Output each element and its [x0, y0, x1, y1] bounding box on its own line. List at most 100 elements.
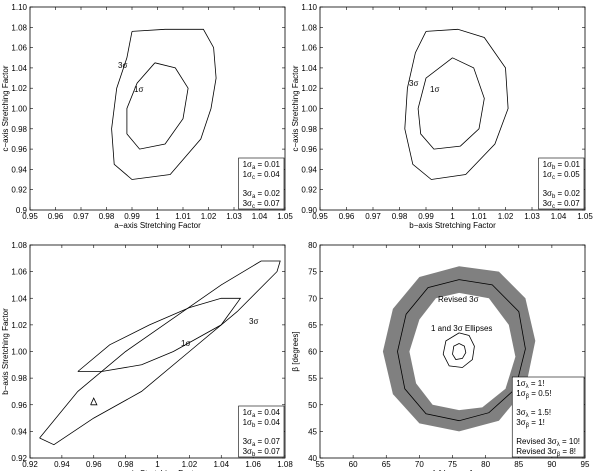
- annotation-line: Revised 3σλ = 10!: [516, 437, 580, 448]
- annotation-symbol: 1σ: [516, 389, 525, 398]
- contour-line: [90, 397, 98, 406]
- x-tick-label: 1.02: [182, 460, 198, 469]
- annotation-text: = 0.02: [255, 189, 280, 198]
- x-tick-label: 65: [382, 460, 391, 469]
- annotation-symbol: 3σ: [243, 437, 252, 446]
- x-tick-label: 60: [349, 460, 358, 469]
- y-tick-label: 1.02: [11, 84, 27, 93]
- annotation-text: = 0.01: [255, 160, 280, 169]
- annotation-symbol: Revised 3σ: [516, 437, 557, 446]
- annotation-line: 3σλ = 1.5!: [516, 408, 551, 419]
- y-tick-label: 1.06: [11, 44, 27, 53]
- annotation-text: = 10!: [560, 437, 580, 446]
- x-tick-label: 0.97: [365, 212, 381, 221]
- annotation-symbol: 3σ: [516, 418, 525, 427]
- contour-line: [417, 57, 485, 150]
- y-tick-label: 1.02: [11, 321, 27, 330]
- annotation-line: 1σλ = 1!: [516, 379, 544, 390]
- x-tick-label: 1.04: [213, 460, 229, 469]
- annotation-subscript: λ: [557, 442, 560, 448]
- annotation-background: [238, 157, 285, 210]
- x-tick-label: 75: [448, 460, 457, 469]
- y-tick-label: 80: [308, 241, 317, 250]
- annotation-symbol: 3σ: [516, 408, 525, 417]
- y-tick-label: 1.00: [11, 348, 27, 357]
- annotation-text: = 0.04: [255, 418, 280, 427]
- annotation-text: = 0.05: [555, 170, 580, 179]
- contour-line: [442, 332, 475, 368]
- x-tick-label: 1.08: [277, 460, 293, 469]
- x-tick-label: 1.01: [471, 212, 487, 221]
- y-tick-label: 0.98: [301, 125, 317, 134]
- annotation-subscript: b: [552, 194, 556, 200]
- annotation-subscript: b: [252, 423, 256, 429]
- x-tick-label: 85: [514, 460, 523, 469]
- curve-label: Revised 3σ: [438, 295, 479, 304]
- y-tick-label: 1.06: [301, 44, 317, 53]
- y-tick-label: 1.08: [11, 241, 27, 250]
- annotation-subscript: β: [557, 452, 561, 458]
- contour-line: [409, 292, 516, 411]
- annotation-subscript: λ: [526, 384, 529, 390]
- annotation-text: = 8!: [560, 447, 576, 456]
- annotation-symbol: 3σ: [243, 447, 252, 456]
- x-axis-label: a−axis Stretching Factor: [114, 469, 201, 471]
- x-tick-label: 1.05: [577, 212, 593, 221]
- annotation-subscript: a: [252, 442, 256, 448]
- annotation-text: = 0.04: [255, 170, 280, 179]
- y-tick-label: 0.92: [301, 186, 317, 195]
- x-tick-label: 1.04: [551, 212, 567, 221]
- y-tick-label: 1.04: [301, 64, 317, 73]
- y-tick-label: 40: [308, 454, 317, 463]
- panel: 0.95 0.96 0.97 0.98 0.99 1 1.01 1.02 1.03 1.04 1.0…: [291, 3, 593, 230]
- y-tick-label: 1.02: [301, 84, 317, 93]
- x-tick-label: 0.96: [86, 460, 102, 469]
- annotation-line: 3σc = 0.07: [243, 199, 281, 210]
- x-tick-label: 80: [481, 460, 490, 469]
- contour-line: [126, 62, 189, 150]
- annotation-line: 1σc = 0.05: [543, 170, 581, 181]
- curve-label: 1σ: [430, 85, 439, 94]
- x-tick-label: 95: [581, 460, 590, 469]
- y-axis-label: c−axis Stretching Factor: [291, 65, 300, 151]
- annotation-line: 3σb = 0.07: [243, 447, 281, 458]
- curve-label: 1 and 3σ Ellipses: [431, 324, 492, 333]
- y-tick-label: 75: [308, 268, 317, 277]
- contour-line: [452, 343, 467, 360]
- annotation-line: 1σb = 0.01: [543, 160, 581, 171]
- panel: 55 60 65 70 75 80 85 90 95 40 45 50 55 60 65 70 75 80 λ [d…: [291, 241, 590, 471]
- annotation-subscript: β: [526, 394, 530, 400]
- annotation-line: 3σβ = 1!: [516, 418, 545, 429]
- y-tick-label: 0.98: [11, 374, 27, 383]
- annotation-text: = 1!: [529, 379, 545, 388]
- annotation-background: [511, 376, 585, 458]
- y-tick-label: 1.00: [11, 105, 27, 114]
- y-tick-label: 45: [308, 427, 317, 436]
- annotation-text: = 1!: [529, 418, 545, 427]
- x-axis-label: λ [degrees]: [433, 469, 473, 471]
- y-tick-label: 1.10: [11, 3, 27, 12]
- contour-line: [111, 28, 217, 180]
- annotation-background: [538, 157, 585, 210]
- contour-line: [77, 297, 242, 372]
- annotation-subscript: b: [252, 452, 256, 458]
- y-tick-label: 55: [308, 374, 317, 383]
- y-tick-label: 1.00: [301, 105, 317, 114]
- annotation-symbol: 1σ: [243, 160, 252, 169]
- x-tick-label: 0.96: [339, 212, 355, 221]
- y-axis-label: β [degrees]: [291, 331, 300, 371]
- curve-label: 3σ: [118, 61, 127, 70]
- annotation-text: = 0.02: [555, 189, 580, 198]
- x-tick-label: 1.06: [245, 460, 261, 469]
- annotation-text: = 0.07: [255, 199, 280, 208]
- y-tick-label: 1.08: [11, 23, 27, 32]
- annotation-subscript: a: [252, 413, 256, 419]
- x-tick-label: 1.02: [201, 212, 217, 221]
- annotation-symbol: 1σ: [243, 408, 252, 417]
- x-tick-label: 1: [450, 212, 455, 221]
- curve-label: 1σ: [134, 85, 143, 94]
- annotation-text: = 0.07: [255, 437, 280, 446]
- annotation-text: = 0.07: [255, 447, 280, 456]
